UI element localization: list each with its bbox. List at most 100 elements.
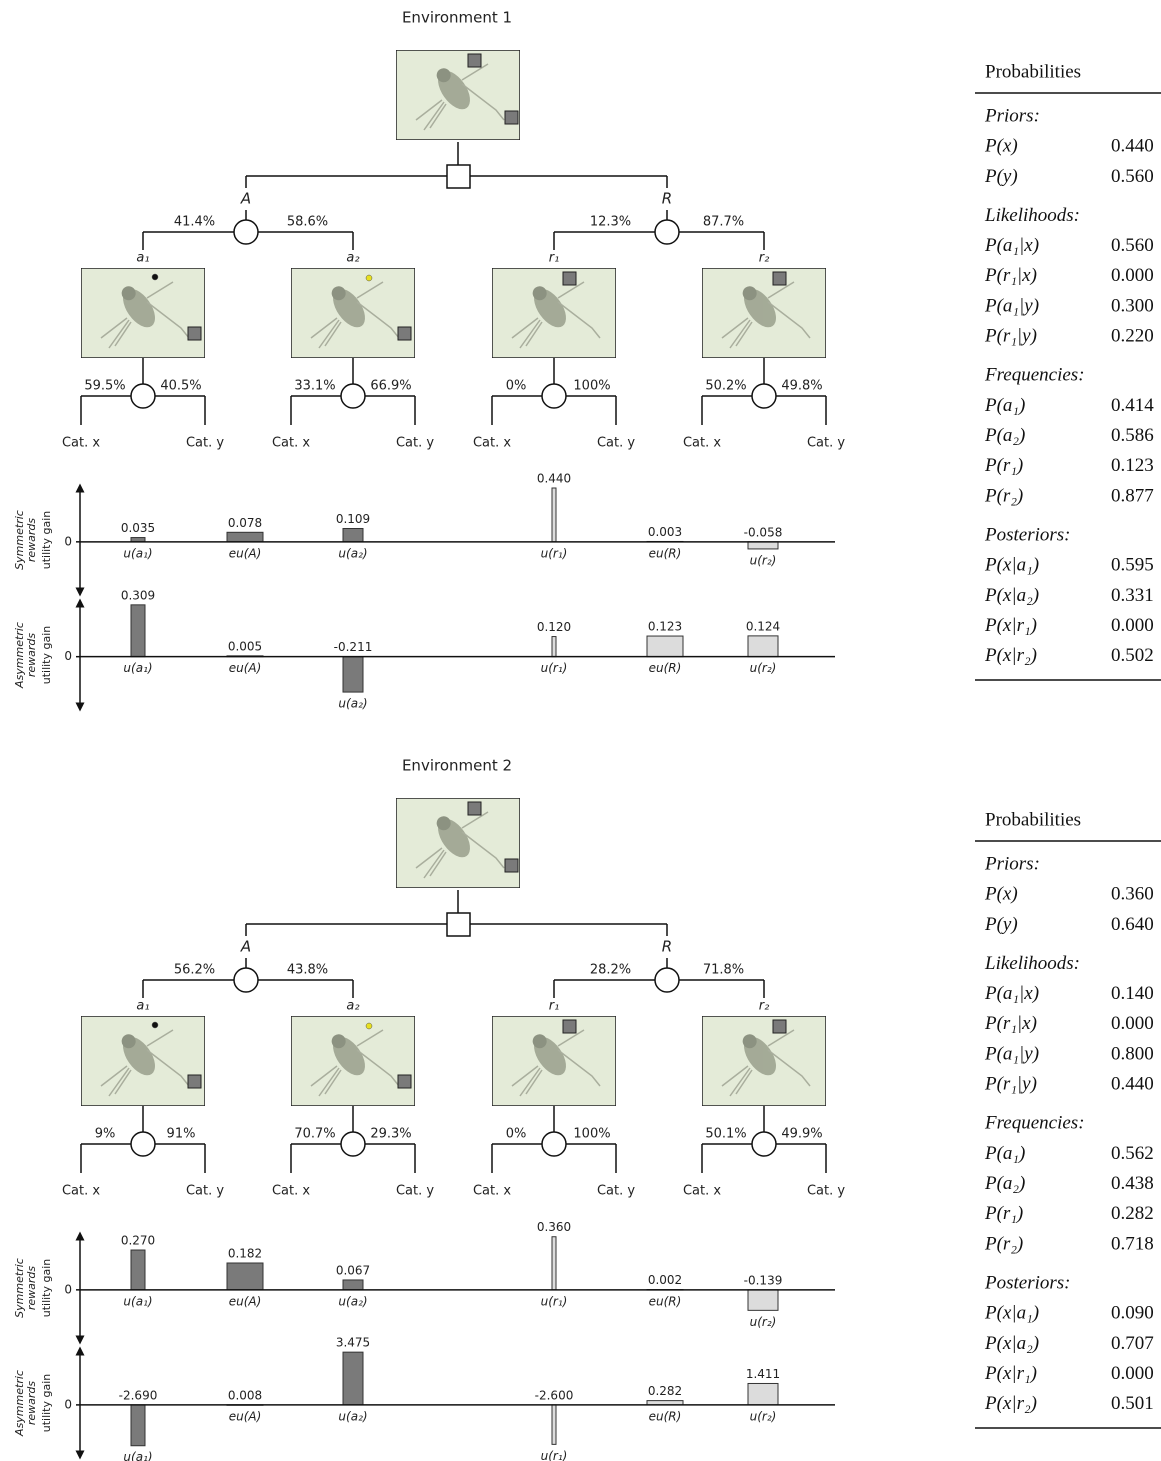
- bar: [343, 657, 363, 692]
- leaf-label: Cat. y: [186, 436, 224, 451]
- bar: [748, 636, 778, 657]
- specimen-image: [702, 1016, 826, 1106]
- branch-prob: 58.6%: [287, 215, 328, 230]
- branch-prob: 43.8%: [287, 963, 328, 978]
- value-label: 0.282: [648, 1384, 682, 1398]
- prob-label: P(a₁|x): [984, 235, 1039, 256]
- prob-label: P(a₁|y): [984, 295, 1039, 316]
- marker-square: [563, 1020, 576, 1033]
- prob-value: 0.560: [1111, 235, 1154, 256]
- y-tick-label: 0: [64, 1282, 72, 1296]
- category-label: u(a₁): [123, 661, 152, 675]
- query-label: r₂: [759, 251, 770, 266]
- outcome-prob: 100%: [573, 379, 610, 394]
- prob-value: 0.560: [1111, 166, 1154, 187]
- outcome-prob: 49.8%: [781, 379, 822, 394]
- prob-label: P(x): [984, 884, 1018, 905]
- prob-label: P(r₁): [984, 1203, 1023, 1224]
- marker-dot: [152, 1022, 158, 1028]
- marker-square: [505, 859, 518, 872]
- chance-node: [131, 1132, 155, 1156]
- bar: [552, 1405, 556, 1444]
- bar: [748, 1383, 778, 1404]
- section-heading: Posteriors:: [984, 1272, 1071, 1293]
- query-label: a₂: [346, 251, 359, 266]
- value-label: 3.475: [336, 1336, 370, 1350]
- page: {"environments": [ {"title": "Environmen…: [0, 0, 1161, 1461]
- value-label: 0.003: [648, 525, 682, 539]
- query-label: r₁: [549, 251, 560, 266]
- category-label: u(a₁): [123, 546, 152, 560]
- prob-label: P(r₁|y): [984, 1074, 1037, 1095]
- value-label: 0.005: [228, 639, 262, 653]
- marker-square: [468, 54, 481, 67]
- branch-prob: 56.2%: [174, 963, 215, 978]
- prob-value: 0.800: [1111, 1043, 1154, 1064]
- specimen-image: [81, 268, 205, 358]
- category-label: u(a₂): [338, 1294, 367, 1308]
- leaf-label: Cat. y: [396, 436, 434, 451]
- section-heading: Frequencies:: [984, 365, 1085, 386]
- chance-node: [752, 384, 776, 408]
- category-label: u(a₁): [123, 1294, 152, 1308]
- branch-prob: 28.2%: [590, 963, 631, 978]
- prob-label: P(x|r₁): [984, 1363, 1037, 1384]
- prob-label: P(r₂): [984, 1233, 1023, 1254]
- prob-value: 0.640: [1111, 914, 1154, 935]
- category-label: u(a₁): [123, 1450, 152, 1461]
- prob-label: P(a₁): [984, 1143, 1025, 1164]
- prob-value: 0.331: [1111, 585, 1154, 606]
- prob-label: P(a₁|y): [984, 1043, 1039, 1064]
- bar: [131, 1250, 145, 1290]
- category-label: eu(A): [229, 546, 262, 560]
- bar: [131, 605, 145, 657]
- specimen-image: [291, 268, 415, 358]
- bar: [552, 1237, 556, 1290]
- branch-prob: 41.4%: [174, 215, 215, 230]
- value-label: -0.139: [744, 1273, 783, 1287]
- outcome-prob: 50.2%: [705, 379, 746, 394]
- category-label: eu(A): [229, 1409, 262, 1423]
- chance-node: [341, 384, 365, 408]
- leaf-label: Cat. y: [597, 1184, 635, 1199]
- category-label: u(r₁): [541, 661, 568, 675]
- value-label: -2.690: [119, 1388, 158, 1402]
- bar: [647, 636, 683, 657]
- prob-label: P(x|a₁): [984, 1303, 1039, 1324]
- prob-label: P(r₁|y): [984, 326, 1037, 347]
- section-heading: Priors:: [984, 853, 1040, 874]
- leaf-label: Cat. y: [807, 436, 845, 451]
- leaf-label: Cat. x: [272, 436, 310, 451]
- leaf-label: Cat. y: [186, 1184, 224, 1199]
- bar: [343, 1280, 363, 1290]
- prob-value: 0.000: [1111, 265, 1154, 286]
- prob-value: 0.707: [1111, 1333, 1154, 1354]
- prob-value: 0.438: [1111, 1173, 1154, 1194]
- marker-square: [468, 802, 481, 815]
- value-label: 0.270: [121, 1234, 155, 1248]
- prob-label: P(x|a₁): [984, 555, 1039, 576]
- branch-prob: 12.3%: [590, 215, 631, 230]
- marker-square: [773, 272, 786, 285]
- category-label: eu(R): [649, 661, 682, 675]
- marker-square: [563, 272, 576, 285]
- value-label: 0.360: [537, 1220, 571, 1234]
- chance-node: [752, 1132, 776, 1156]
- leaf-label: Cat. x: [683, 1184, 721, 1199]
- prob-value: 0.123: [1111, 455, 1154, 476]
- bar: [343, 1352, 363, 1405]
- prob-label: P(x): [984, 136, 1018, 157]
- outcome-prob: 0%: [506, 1127, 527, 1142]
- outcome-prob: 100%: [573, 1127, 610, 1142]
- prob-label: P(x|r₁): [984, 615, 1037, 636]
- environment-title: Environment 1: [402, 9, 512, 27]
- category-label: u(a₂): [338, 697, 367, 711]
- value-label: 0.109: [336, 512, 370, 526]
- prob-value: 0.300: [1111, 295, 1154, 316]
- marker-square: [398, 327, 411, 340]
- bar: [552, 488, 556, 542]
- table-title: Probabilities: [985, 61, 1081, 82]
- prob-value: 0.414: [1111, 395, 1154, 416]
- category-label: u(r₂): [750, 1409, 777, 1423]
- outcome-prob: 9%: [95, 1127, 116, 1142]
